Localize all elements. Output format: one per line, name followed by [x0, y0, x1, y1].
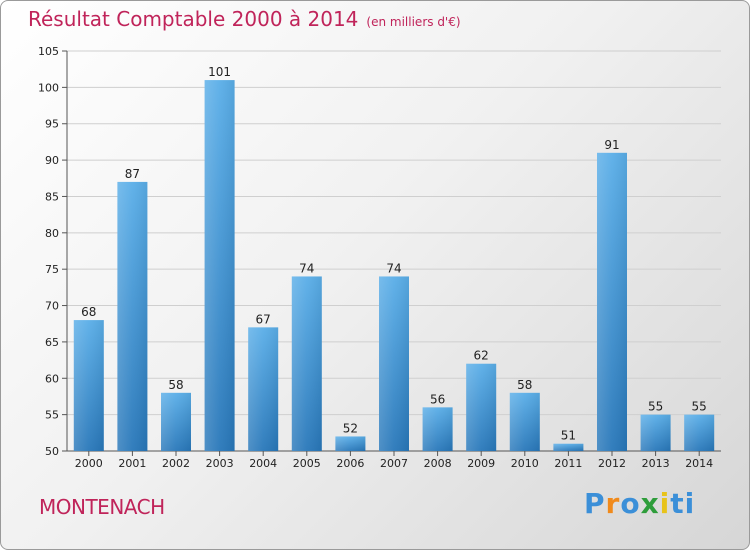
y-tick-label: 100: [38, 81, 59, 94]
x-tick-label-2006: 2006: [336, 457, 364, 470]
y-tick-label: 85: [45, 190, 59, 203]
x-tick-label-2000: 2000: [75, 457, 103, 470]
x-tick-label-2010: 2010: [511, 457, 539, 470]
x-tick-label-2013: 2013: [642, 457, 670, 470]
value-label-2011: 51: [561, 429, 576, 443]
x-tick-label-2004: 2004: [249, 457, 277, 470]
value-label-2010: 58: [517, 378, 532, 392]
bar-shine-2012: [597, 152, 627, 451]
logo-letter: P: [584, 487, 606, 520]
bar-shine-2013: [640, 414, 671, 451]
y-tick-label: 70: [45, 300, 59, 313]
value-label-2009: 62: [474, 349, 489, 363]
bar-shine-2009: [466, 363, 497, 451]
x-tick-label-2009: 2009: [467, 457, 495, 470]
x-tick-label-2012: 2012: [598, 457, 626, 470]
x-tick-label-2011: 2011: [554, 457, 582, 470]
bar-shine-2003: [204, 80, 235, 451]
chart-title: Résultat Comptable 2000 à 2014 (en millie…: [28, 7, 461, 31]
value-label-2001: 87: [125, 167, 140, 181]
y-tick-label: 60: [45, 372, 59, 385]
bar-shine-2004: [248, 327, 279, 451]
logo-letter: i: [684, 487, 696, 520]
y-tick-label: 55: [45, 409, 59, 422]
y-tick-label: 90: [45, 154, 59, 167]
value-label-2008: 56: [430, 392, 445, 406]
logo-letter: x: [640, 487, 660, 520]
x-tick-label-2007: 2007: [380, 457, 408, 470]
bar-shine-2001: [117, 181, 148, 451]
value-label-2002: 58: [168, 378, 183, 392]
bar-shine-2006: [335, 436, 366, 451]
x-tick-label-2001: 2001: [118, 457, 146, 470]
value-label-2003: 101: [208, 65, 231, 79]
bar-shine-2002: [161, 392, 191, 451]
commune-name: MONTENACH: [39, 495, 165, 519]
logo-letter: r: [605, 487, 621, 520]
chart-title-text: Résultat Comptable 2000 à 2014: [28, 7, 359, 31]
bar-shine-2014: [684, 414, 715, 451]
x-tick-label-2005: 2005: [293, 457, 321, 470]
bar-shine-2011: [553, 443, 584, 451]
value-label-2006: 52: [343, 421, 358, 435]
y-tick-label: 75: [45, 263, 59, 276]
x-tick-label-2014: 2014: [685, 457, 713, 470]
x-tick-label-2003: 2003: [206, 457, 234, 470]
x-tick-label-2008: 2008: [424, 457, 452, 470]
value-label-2005: 74: [299, 261, 314, 275]
value-label-2004: 67: [256, 312, 271, 326]
x-tick-label-2002: 2002: [162, 457, 190, 470]
bar-shine-2007: [379, 276, 409, 451]
logo-letter: i: [659, 487, 671, 520]
bars: [73, 80, 715, 451]
bar-shine-2008: [422, 407, 453, 451]
y-tick-label: 50: [45, 445, 59, 458]
y-tick-label: 80: [45, 227, 59, 240]
value-label-2000: 68: [81, 305, 96, 319]
value-label-2014: 55: [692, 400, 707, 414]
proxiti-logo: Proxiti: [584, 487, 695, 520]
y-tick-label: 95: [45, 118, 59, 131]
logo-letter: t: [670, 487, 685, 520]
logo-letter: o: [620, 487, 641, 520]
y-tick-label: 65: [45, 336, 59, 349]
value-label-2013: 55: [648, 400, 663, 414]
data-labels: 68 87 58 101 67 74 52 74 56 62 58 51 91 55 55: [81, 65, 707, 443]
y-tick-label: 105: [38, 45, 59, 58]
bar-shine-2005: [291, 276, 322, 451]
value-label-2012: 91: [604, 138, 619, 152]
chart-subtitle: (en milliers d'€): [366, 15, 461, 29]
bar-shine-2000: [73, 320, 104, 451]
value-label-2007: 74: [386, 261, 401, 275]
bar-shine-2010: [509, 392, 540, 451]
